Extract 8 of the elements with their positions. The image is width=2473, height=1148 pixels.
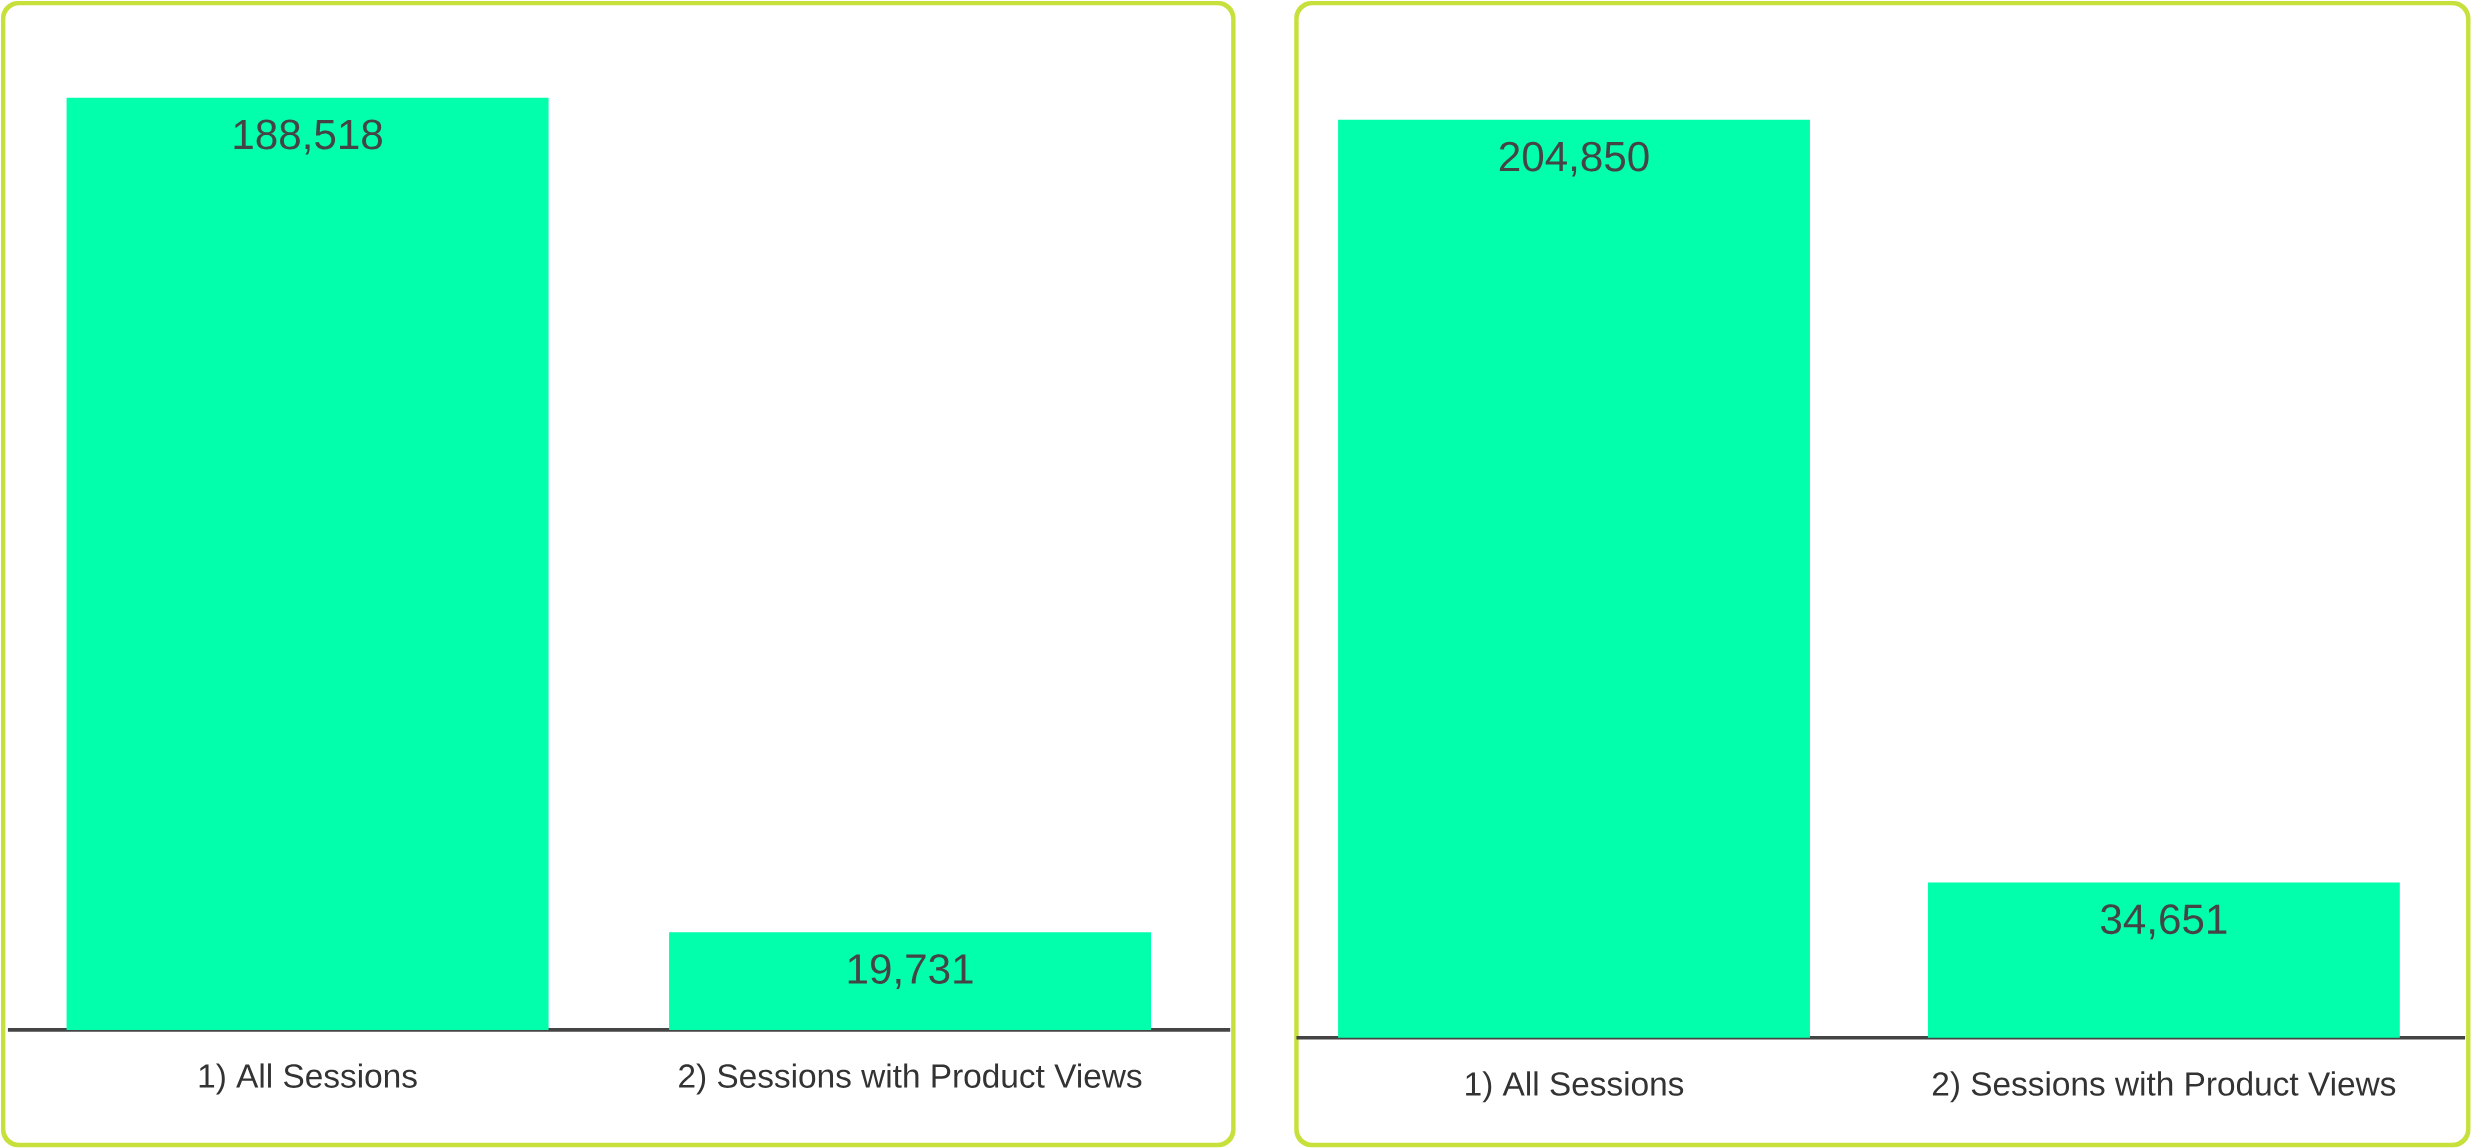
data-label: 19,731 (848, 954, 973, 989)
data-label: 188,518 (234, 119, 382, 155)
data-label: 204,850 (1499, 141, 1649, 177)
x-tick-label: 2) Sessions with Product Views (679, 1063, 1142, 1095)
x-tick-label: 1) All Sessions (1466, 1071, 1684, 1103)
data-label: 34,651 (2100, 904, 2227, 940)
x-tick-label: 1) All Sessions (199, 1063, 417, 1095)
x-tick-label: 2) Sessions with Product Views (1932, 1071, 2396, 1103)
